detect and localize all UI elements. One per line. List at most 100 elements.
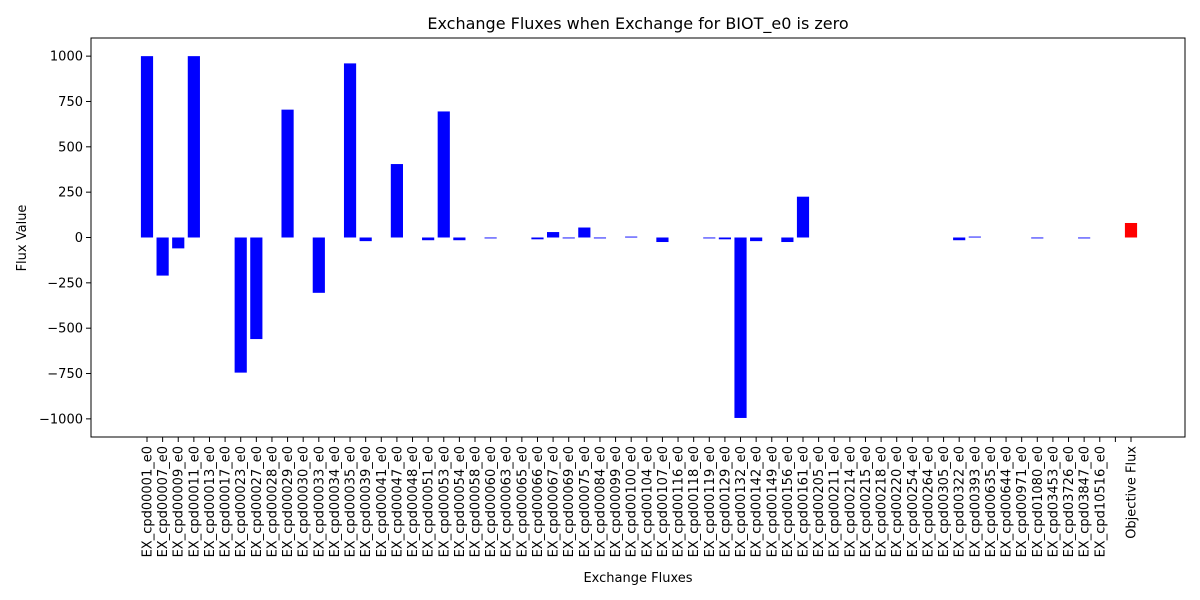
bar (796, 196, 810, 238)
x-tick-label: EX_cpd00011_e0 (187, 446, 202, 557)
y-tick-label: 0 (75, 231, 83, 246)
x-tick-label: EX_cpd00029_e0 (281, 446, 296, 557)
x-tick-label: EX_cpd00116_e0 (672, 446, 687, 557)
x-tick-label: EX_cpd00027_e0 (250, 446, 265, 557)
x-tick-label: EX_cpd00069_e0 (562, 446, 577, 557)
bar (734, 237, 747, 418)
y-tick-label: 750 (58, 95, 83, 110)
x-tick-label: EX_cpd00065_e0 (515, 446, 530, 557)
x-tick-label: EX_cpd00215_e0 (859, 446, 874, 557)
bar (343, 63, 357, 238)
x-tick-label: Objective Flux (1125, 446, 1140, 539)
bar (578, 227, 591, 238)
bar (422, 237, 435, 241)
bar (968, 236, 981, 238)
x-tick-label: EX_cpd00107_e0 (656, 446, 671, 557)
bar (187, 56, 200, 238)
x-tick-label: EX_cpd00017_e0 (219, 446, 234, 557)
bar (703, 237, 716, 239)
x-tick-label: EX_cpd00039_e0 (359, 446, 374, 557)
x-tick-label: EX_cpd00635_e0 (984, 446, 999, 557)
x-tick-label: EX_cpd00009_e0 (172, 446, 187, 557)
bar (359, 237, 372, 242)
bar (656, 237, 669, 243)
x-tick-label: EX_cpd00051_e0 (422, 446, 437, 557)
x-tick-label: EX_cpd00132_e0 (734, 446, 749, 557)
x-tick-label: EX_cpd00001_e0 (141, 446, 156, 557)
x-tick-label: EX_cpd00393_e0 (968, 446, 983, 557)
x-tick-label: EX_cpd00034_e0 (328, 446, 343, 557)
x-tick-label: EX_cpd00322_e0 (953, 446, 968, 557)
x-tick-label: EX_cpd00007_e0 (156, 446, 171, 557)
x-tick-label: EX_cpd00028_e0 (265, 446, 280, 557)
bar (453, 237, 466, 241)
bar (281, 109, 294, 238)
x-tick-label: EX_cpd00033_e0 (312, 446, 327, 557)
bar (1031, 237, 1044, 239)
bar (531, 237, 544, 240)
bar (953, 237, 966, 241)
bar (1124, 222, 1138, 238)
x-tick-label: EX_cpd01080_e0 (1031, 446, 1046, 557)
x-tick-label: EX_cpd00084_e0 (593, 446, 608, 557)
y-tick-label: 250 (58, 186, 83, 201)
x-tick-label: EX_cpd00067_e0 (547, 446, 562, 557)
y-tick-label: 1000 (50, 50, 83, 65)
x-axis-label: Exchange Fluxes (583, 571, 692, 586)
x-tick-label: EX_cpd00254_e0 (906, 446, 921, 557)
x-tick-label: EX_cpd00013_e0 (203, 446, 218, 557)
y-tick-label: −250 (47, 276, 83, 291)
x-tick-label: EX_cpd00214_e0 (843, 446, 858, 557)
x-tick-label: EX_cpd00971_e0 (1015, 446, 1030, 557)
bar (234, 237, 247, 373)
x-tick-label: EX_cpd03726_e0 (1062, 446, 1077, 557)
x-tick-label: EX_cpd00030_e0 (297, 446, 312, 557)
x-tick-label: EX_cpd00099_e0 (609, 446, 624, 557)
bar (156, 237, 169, 276)
bar (172, 237, 185, 249)
bar (625, 236, 638, 238)
x-tick-label: EX_cpd00305_e0 (937, 446, 952, 557)
chart-title: Exchange Fluxes when Exchange for BIOT_e… (427, 14, 848, 34)
x-tick-label: EX_cpd00075_e0 (578, 446, 593, 557)
bar (484, 237, 497, 239)
x-tick-label: EX_cpd00149_e0 (765, 446, 780, 557)
bar (593, 237, 607, 239)
x-tick-label: EX_cpd00023_e0 (234, 446, 249, 557)
x-tick-label: EX_cpd00161_e0 (797, 446, 812, 557)
bar (390, 164, 403, 238)
x-tick-label: EX_cpd00063_e0 (500, 446, 515, 557)
x-tick-label: EX_cpd00218_e0 (875, 446, 890, 557)
x-tick-label: EX_cpd00129_e0 (718, 446, 733, 557)
x-tick-label: EX_cpd03847_e0 (1078, 446, 1093, 557)
x-axis-ticks: EX_cpd00001_e0 EX_cpd00007_e0 EX_cpd00009_… (141, 437, 1140, 557)
bar (140, 56, 154, 238)
y-tick-label: −750 (47, 367, 83, 382)
bar (781, 237, 794, 243)
bar (312, 237, 325, 293)
x-tick-label: EX_cpd00156_e0 (781, 446, 796, 557)
bars-group (140, 56, 1138, 418)
bar (437, 111, 450, 238)
x-tick-label: EX_cpd00054_e0 (453, 446, 468, 557)
x-tick-label: EX_cpd00058_e0 (469, 446, 484, 557)
bar (750, 237, 763, 242)
x-tick-label: EX_cpd00264_e0 (921, 446, 936, 557)
x-tick-label: EX_cpd00220_e0 (890, 446, 905, 557)
bar (718, 237, 731, 240)
x-tick-label: EX_cpd00205_e0 (812, 446, 827, 557)
x-tick-label: EX_cpd00104_e0 (640, 446, 655, 557)
bar (250, 237, 263, 340)
x-tick-label: EX_cpd00211_e0 (828, 446, 843, 557)
y-axis-label: Flux Value (15, 205, 30, 272)
x-tick-label: EX_cpd00035_e0 (344, 446, 359, 557)
x-tick-label: EX_cpd03453_e0 (1046, 446, 1061, 557)
x-tick-label: EX_cpd00041_e0 (375, 446, 390, 557)
y-tick-label: −500 (47, 322, 83, 337)
x-tick-label: EX_cpd00644_e0 (1000, 446, 1015, 557)
x-tick-label: EX_cpd00060_e0 (484, 446, 499, 557)
bar (547, 232, 560, 238)
x-tick-label: EX_cpd00053_e0 (437, 446, 452, 557)
plot-frame (90, 37, 1186, 438)
